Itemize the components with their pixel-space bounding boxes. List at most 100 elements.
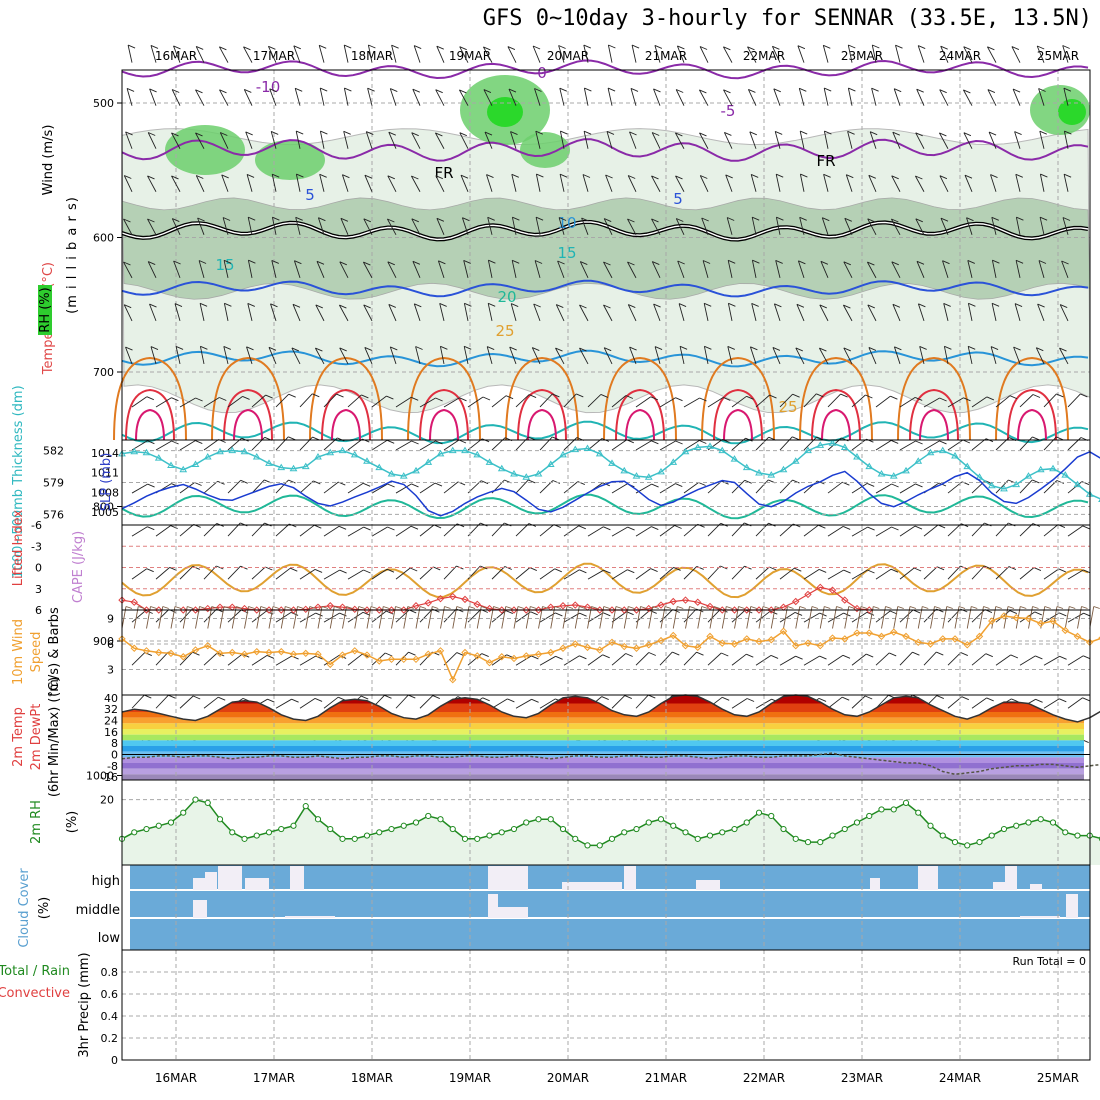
wind-barb (583, 131, 589, 149)
wind-barb-flag (364, 174, 373, 179)
wind-barb (779, 612, 796, 623)
data-point (877, 470, 886, 477)
wind-barb-flag (677, 606, 684, 609)
wind-barb-flag (218, 696, 226, 701)
wind-barb-flag (987, 89, 996, 94)
wind-barb-flag (652, 132, 660, 136)
wind-barb-flag (295, 216, 303, 221)
wind-barb (315, 347, 325, 365)
wind-barb-flag (243, 46, 251, 51)
data-point (939, 635, 947, 643)
data-point (743, 819, 750, 826)
wind-barb-flag (942, 260, 950, 265)
wind-barb-flag (339, 347, 347, 352)
wind-barb (702, 260, 709, 278)
top-date-label: 19MAR (449, 49, 491, 63)
data-point (633, 825, 640, 833)
wind-barb-flag (824, 87, 832, 92)
wind-barb (315, 304, 325, 322)
precip-tick-label: 0.4 (101, 1010, 119, 1023)
wind-barb (1061, 260, 1069, 279)
wind-barb-flag (939, 132, 947, 137)
wind-barb-flag (558, 217, 567, 221)
wind-barb-flag (529, 567, 537, 572)
wind-barb (179, 651, 193, 666)
wind-barb (774, 131, 781, 149)
wind-barb (367, 44, 373, 63)
data-point (816, 583, 824, 592)
wind-barb (635, 440, 652, 451)
wind-barb (1011, 46, 1021, 63)
wind-barb (387, 175, 397, 192)
data-point (522, 606, 530, 614)
data-point (694, 598, 702, 606)
wind-barb (126, 88, 133, 106)
wind-barb (1019, 394, 1034, 408)
wind-barb-flag (272, 606, 280, 609)
wind-barb (343, 131, 349, 149)
data-point (644, 473, 653, 480)
low-level-contour (517, 388, 567, 441)
wind-barb-flag (456, 652, 464, 657)
data-point (191, 646, 200, 654)
wind-tick-label: 6 (107, 638, 114, 651)
wind-barb-flag (678, 303, 687, 308)
wind-barb-flag (387, 439, 395, 444)
data-point (792, 641, 800, 650)
wind-barb-flag (629, 131, 637, 136)
wind-barb (942, 260, 949, 278)
cloud-unit: (%) (37, 897, 52, 920)
wind-ylabel-c: (m/s) & Barbs (47, 607, 62, 697)
data-point (829, 832, 836, 839)
wind-barb-flag (847, 130, 855, 135)
wind-barb (395, 567, 411, 580)
data-point (510, 654, 518, 663)
wind-barb-flag (268, 45, 276, 50)
low-level-contour (419, 388, 469, 441)
wind-barb-flag (915, 483, 923, 488)
wind-barb-flag (840, 393, 848, 398)
wind-barb-flag (530, 611, 538, 616)
data-point (448, 446, 457, 454)
data-point (314, 650, 322, 658)
wind-barb-flag (746, 395, 754, 400)
wind-barb-flag (223, 345, 231, 350)
wind-barb-flag (197, 217, 205, 222)
wind-barb-flag (1058, 568, 1066, 573)
wind-barb-flag (1032, 479, 1040, 484)
wind-barb (486, 174, 493, 192)
wind-barb-flag (433, 566, 441, 571)
wind-barb (627, 261, 637, 279)
wind-barb (411, 175, 421, 192)
wind-barb (892, 304, 901, 322)
low-level-contour (211, 356, 285, 441)
wind-barb (563, 612, 580, 623)
low-level-contour (309, 356, 383, 441)
wind-barb (539, 612, 556, 623)
data-point (792, 835, 799, 842)
wind-barb (627, 218, 637, 236)
wind-barb-flag (1011, 46, 1020, 51)
wind-barb (155, 567, 170, 580)
contour-label: 15 (557, 244, 576, 262)
wind-barb (1043, 436, 1057, 451)
wind-barb-flag (1039, 130, 1047, 135)
wind-barb (916, 89, 925, 106)
data-point (277, 606, 285, 614)
wind-barb (947, 523, 962, 537)
temp-band (122, 768, 1084, 775)
wind-barb (803, 436, 817, 451)
data-point (265, 648, 273, 657)
wind-barb (611, 483, 628, 494)
data-point (755, 809, 763, 816)
wind-barb (1067, 569, 1084, 580)
wind-barb-flag (247, 302, 255, 307)
temp-contour (121, 349, 1089, 368)
wind-barb (131, 652, 146, 666)
wind-barb (150, 45, 157, 63)
data-point (1073, 480, 1082, 488)
wind-barb (843, 347, 853, 365)
wind-barb-flag (818, 697, 827, 702)
data-point (890, 628, 898, 636)
